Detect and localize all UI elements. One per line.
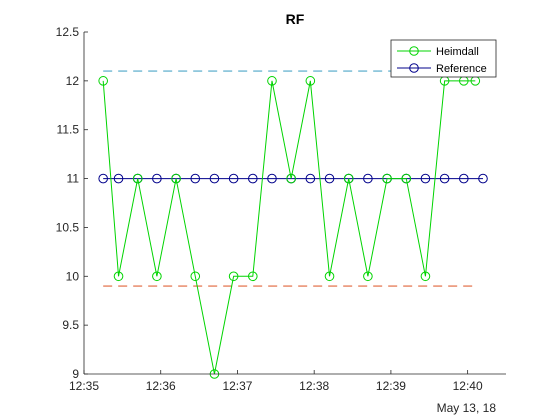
y-tick-label: 11.5 (57, 123, 80, 137)
data-point (98, 76, 108, 86)
legend-box (390, 39, 497, 78)
data-point (324, 173, 335, 184)
y-tick-label: 11 (67, 172, 80, 186)
data-point (343, 173, 354, 184)
data-point (152, 173, 162, 184)
data-point (98, 173, 108, 184)
data-point (228, 271, 239, 282)
plot-area (84, 32, 506, 374)
y-tick-label: 10.5 (56, 220, 80, 234)
y-tick-label: 12.5 (56, 25, 80, 39)
data-point (420, 173, 431, 184)
series-group (98, 76, 488, 379)
data-point (113, 271, 124, 282)
date-label: May 13, 18 (437, 401, 497, 415)
data-point (324, 271, 335, 282)
data-point (171, 173, 181, 184)
axes (83, 32, 506, 375)
data-point (478, 173, 488, 184)
data-point (286, 173, 296, 184)
data-point (152, 271, 162, 282)
data-point (248, 271, 258, 282)
y-tick-label: 12 (66, 74, 80, 88)
y-tick-label: 10 (66, 269, 80, 283)
legend-marker-reference (409, 63, 419, 73)
x-tick-label: 12:35 (69, 379, 99, 393)
y-tick-label: 9.5 (62, 318, 79, 332)
data-point (209, 173, 220, 184)
reference-lines (103, 70, 476, 287)
data-point (459, 173, 469, 184)
data-point (363, 173, 373, 184)
x-tick-label: 12:39 (376, 379, 406, 393)
data-point (190, 271, 201, 282)
data-point (439, 173, 450, 184)
data-point (190, 173, 201, 184)
series-line (102, 80, 476, 375)
data-point (132, 173, 143, 184)
data-point (267, 173, 277, 184)
data-point (363, 271, 373, 282)
legend: Heimdall Reference (390, 39, 497, 78)
data-point (113, 173, 124, 184)
y-tick-label: 9 (72, 367, 79, 381)
x-tick-label: 12:37 (222, 379, 252, 393)
x-tick-label: 12:40 (453, 379, 483, 393)
data-point (420, 271, 431, 282)
data-point (382, 173, 392, 184)
x-tick-label: 12:38 (299, 379, 329, 393)
data-point (267, 76, 277, 86)
legend-marker-heimdall (409, 46, 419, 56)
x-ticks: 12:35 12:36 12:37 12:38 12:39 12:40 (69, 370, 483, 393)
y-ticks: 9 9.5 10 10.5 11 11.5 12 12.5 (56, 25, 88, 381)
data-point (401, 173, 412, 184)
chart-title: RF (286, 11, 305, 27)
data-point (228, 173, 239, 184)
legend-label-heimdall: Heimdall (436, 46, 479, 58)
legend-label-reference: Reference (436, 63, 487, 75)
data-point (248, 173, 258, 184)
data-point (305, 76, 316, 86)
x-tick-label: 12:36 (146, 379, 176, 393)
data-point (305, 173, 316, 184)
